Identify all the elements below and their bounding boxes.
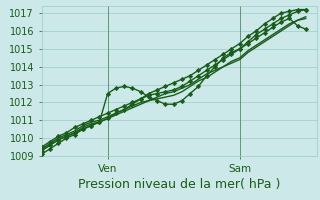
X-axis label: Pression niveau de la mer( hPa ): Pression niveau de la mer( hPa ) — [78, 178, 280, 191]
